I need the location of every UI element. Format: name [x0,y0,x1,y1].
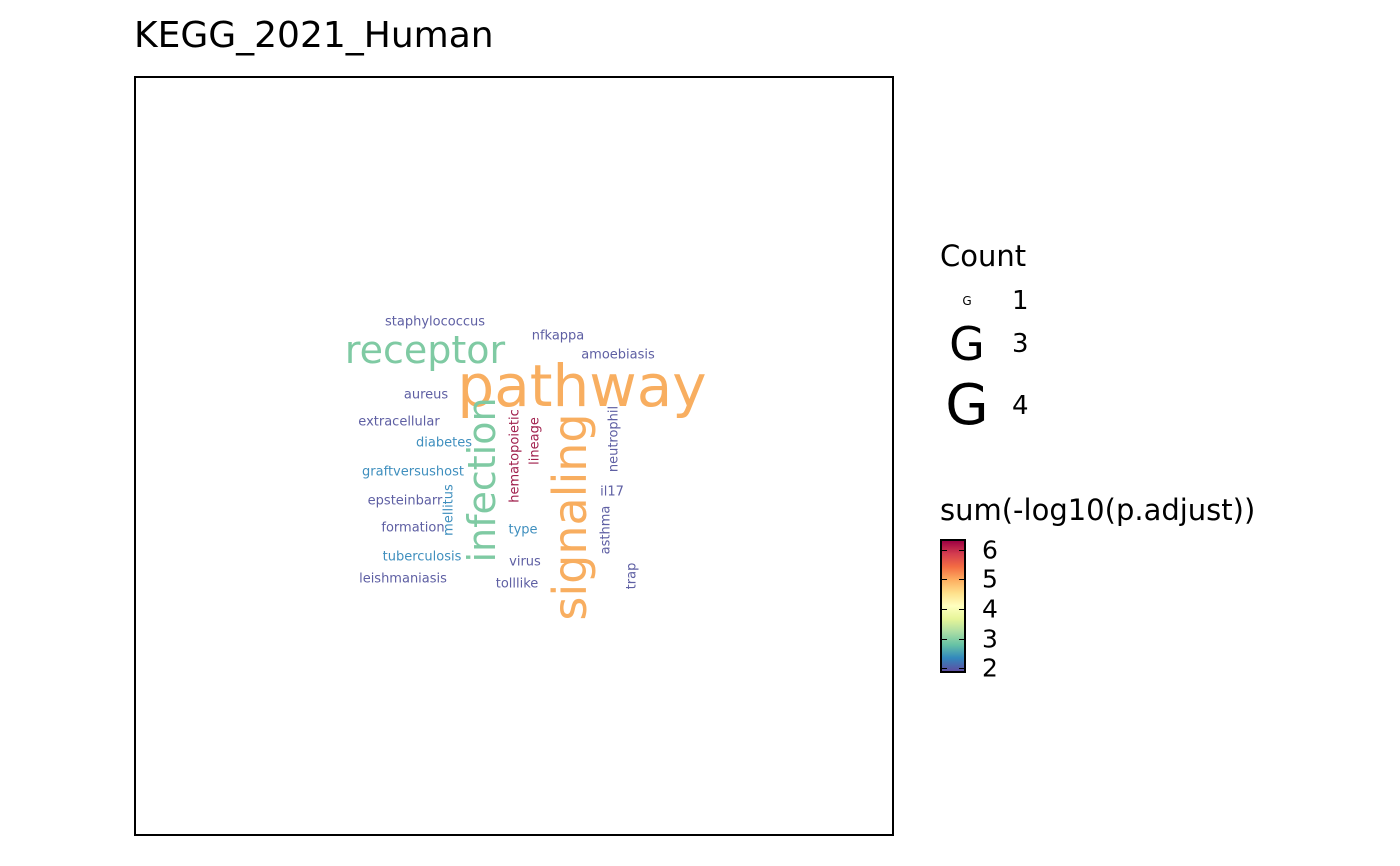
plot-panel [134,76,894,836]
chart-title: KEGG_2021_Human [134,15,494,56]
colorbar-tick-label: 2 [982,653,998,683]
colorbar-tick-mark [942,668,947,670]
colorbar-tick-mark [959,608,964,610]
colorbar [940,539,966,673]
colorbar-tick-label: 6 [982,535,998,565]
count-label: 1 [1012,286,1029,316]
count-label: 3 [1012,329,1029,359]
colorbar-tick-mark [942,549,947,551]
colorbar-tick-mark [959,579,964,581]
color-legend-title: sum(-log10(p.adjust)) [940,493,1256,527]
colorbar-tick-label: 5 [982,564,998,594]
colorbar-tick-mark [942,608,947,610]
colorbar-tick-label: 4 [982,594,998,624]
count-glyph-icon: G [945,373,989,438]
count-glyph-icon: G [962,294,972,308]
colorbar-tick-label: 3 [982,624,998,653]
count-label: 4 [1012,391,1029,421]
colorbar-tick-mark [959,638,964,640]
colorbar-tick-mark [942,579,947,581]
colorbar-tick-mark [942,638,947,640]
colorbar-tick-mark [959,668,964,670]
colorbar-tick-mark [959,549,964,551]
count-glyph-icon: G [949,317,985,371]
count-legend-title: Count [940,239,1027,273]
